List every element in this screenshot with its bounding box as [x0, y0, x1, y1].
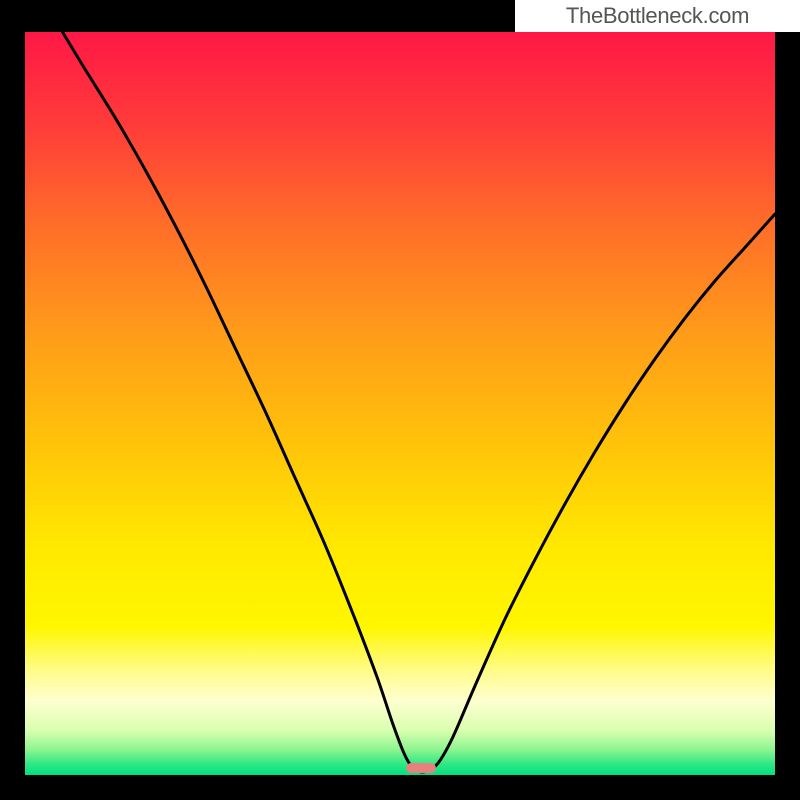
watermark: TheBottleneck.com [515, 0, 800, 32]
chart-curve [25, 32, 775, 775]
chart-min-marker [406, 763, 436, 773]
chart-plot-area [25, 32, 775, 775]
watermark-text: TheBottleneck.com [566, 3, 749, 29]
